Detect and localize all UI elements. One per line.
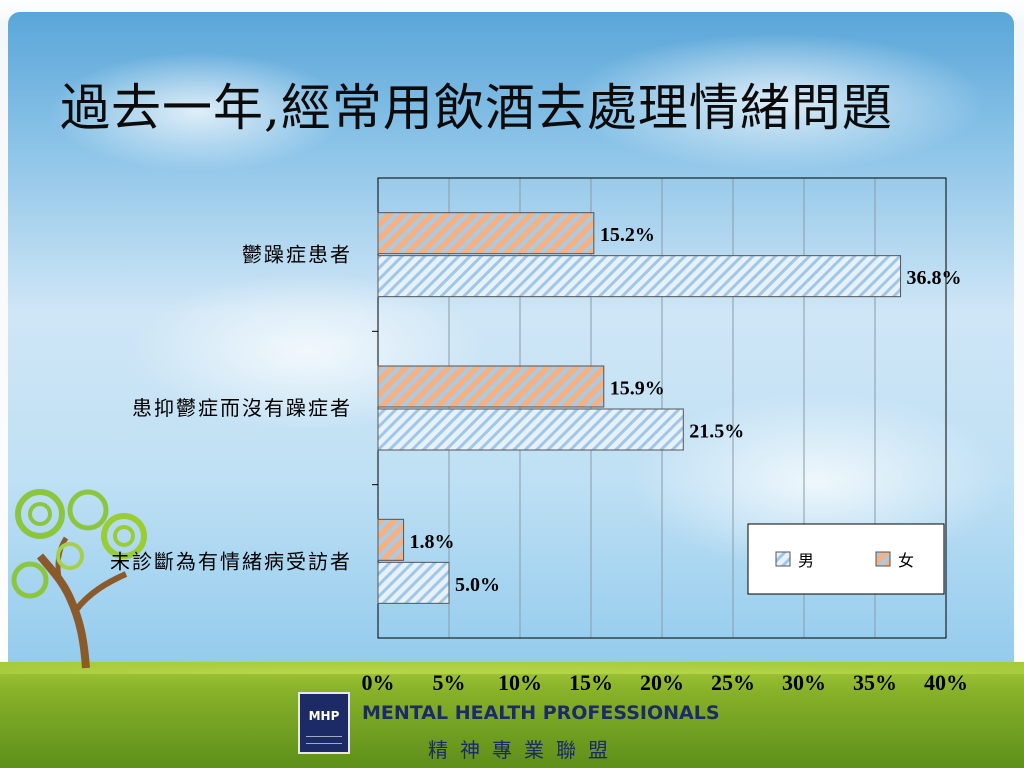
x-tick-label: 10% (498, 670, 542, 695)
bar-male (377, 561, 450, 604)
bar-female (377, 518, 405, 561)
x-tick-label: 40% (924, 670, 968, 695)
decorative-tree-icon (11, 489, 147, 669)
chart-legend: 男女 (747, 523, 945, 595)
x-tick-label: 35% (853, 670, 897, 695)
x-tick-label: 5% (433, 670, 466, 695)
category-label: 未診斷為有情緒病受訪者 (110, 549, 352, 573)
data-label: 36.8% (907, 267, 962, 289)
x-tick-label: 20% (640, 670, 684, 695)
legend-swatch (775, 551, 791, 567)
bar-female (377, 212, 595, 255)
data-label: 1.8% (410, 531, 455, 553)
mhp-logo: MHP (298, 692, 350, 754)
legend-label: 女 (898, 551, 914, 570)
bar-male (377, 408, 684, 451)
x-tick-label: 15% (569, 670, 613, 695)
logo-text: MHP (308, 709, 340, 723)
cloud (568, 32, 988, 172)
legend-swatch (875, 551, 891, 567)
bar-male (377, 255, 902, 298)
plot-area (377, 177, 947, 639)
grass-ground (0, 662, 1024, 768)
data-label: 15.9% (610, 378, 665, 400)
category-label: 患抑鬱症而沒有躁症者 (132, 396, 352, 420)
legend-label: 男 (798, 551, 814, 570)
org-name-chinese: 精神專業聯盟 (428, 738, 620, 762)
logo-lines (306, 736, 342, 744)
x-tick-label: 25% (711, 670, 755, 695)
x-tick-label: 0% (362, 670, 395, 695)
category-label: 鬱躁症患者 (242, 243, 352, 267)
bar-female (377, 365, 605, 408)
slide-title: 過去一年,經常用飲酒去處理情緒問題 (60, 79, 893, 137)
data-label: 15.2% (600, 224, 655, 246)
data-label: 21.5% (689, 421, 744, 443)
org-name-english: MENTAL HEALTH PROFESSIONALS (362, 702, 720, 724)
grass-highlight (0, 656, 1024, 674)
data-label: 5.0% (455, 574, 500, 596)
cloud (48, 52, 348, 172)
x-tick-label: 30% (782, 670, 826, 695)
